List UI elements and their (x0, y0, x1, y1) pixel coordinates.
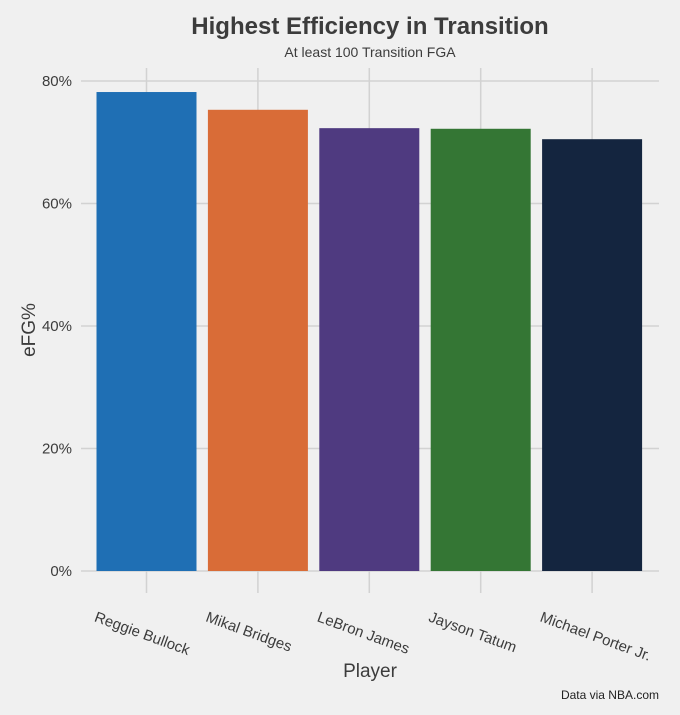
y-tick-label: 80% (42, 73, 72, 90)
y-tick-label: 40% (42, 318, 72, 335)
bar (542, 139, 643, 571)
x-axis-label: Player (343, 661, 398, 682)
y-tick-labels: 0% 20% 40% 60% 80% (42, 73, 72, 580)
bar (207, 109, 308, 571)
bar (319, 128, 420, 571)
y-axis-label: eFG% (19, 303, 40, 357)
bar (430, 128, 531, 571)
data-source-caption: Data via NBA.com (561, 688, 659, 702)
bars (96, 92, 643, 572)
y-tick-label: 20% (42, 441, 72, 458)
y-tick-label: 0% (50, 563, 72, 580)
chart-subtitle: At least 100 Transition FGA (284, 44, 456, 60)
bar (96, 92, 197, 572)
chart-title: Highest Efficiency in Transition (191, 13, 548, 40)
y-tick-label: 60% (42, 196, 72, 213)
